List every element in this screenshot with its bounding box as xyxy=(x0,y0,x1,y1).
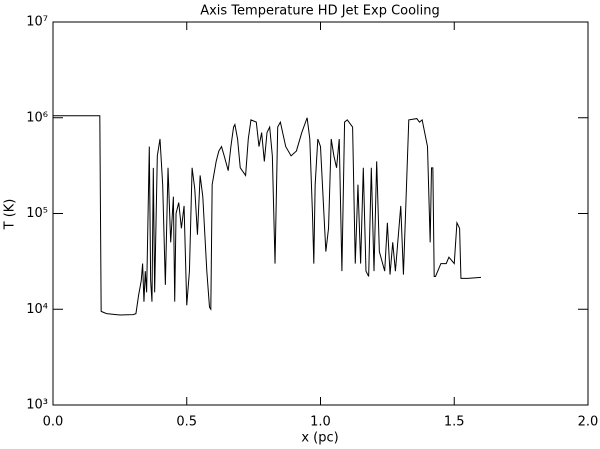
x-tick-label: 0.5 xyxy=(176,415,197,430)
y-tick-label: 10⁶ xyxy=(26,110,48,125)
x-axis-label: x (pc) xyxy=(301,431,338,446)
data-line xyxy=(53,115,482,316)
x-tick-label: 0.0 xyxy=(43,415,64,430)
plot-frame xyxy=(52,21,589,406)
y-tick-label: 10⁵ xyxy=(26,206,48,221)
y-axis-label: T (K) xyxy=(3,199,18,231)
x-tick-label: 1.5 xyxy=(444,415,465,430)
x-tick-label: 1.0 xyxy=(310,415,331,430)
chart-title: Axis Temperature HD Jet Exp Cooling xyxy=(200,4,440,19)
y-tick-label: 10⁷ xyxy=(26,15,48,30)
y-tick-label: 10⁴ xyxy=(26,302,48,317)
x-tick-label: 2.0 xyxy=(578,415,599,430)
y-tick-label: 10³ xyxy=(26,398,48,413)
